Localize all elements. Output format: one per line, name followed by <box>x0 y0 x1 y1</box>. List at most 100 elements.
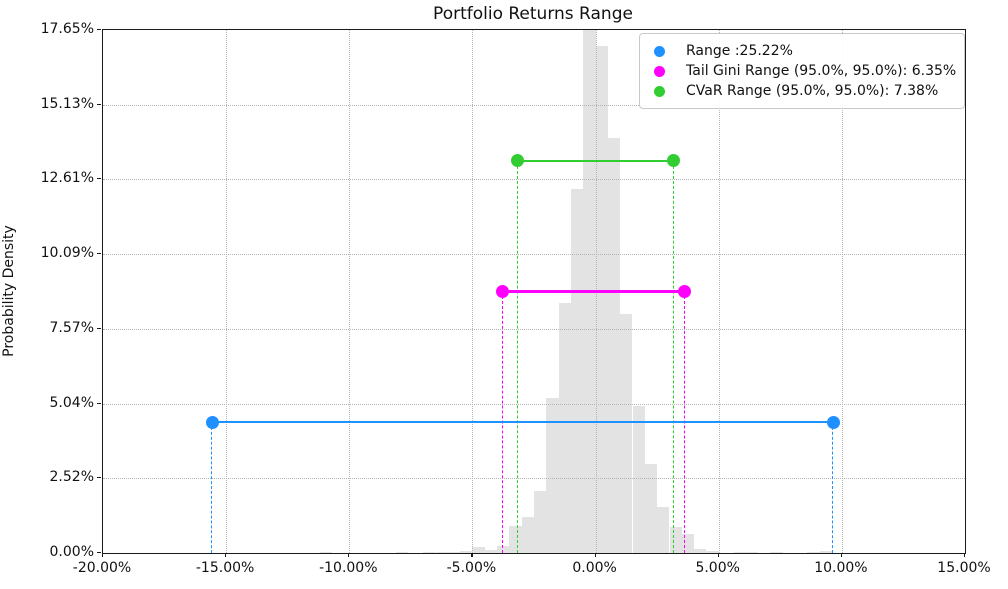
legend: Range :25.22% Tail Gini Range (95.0%, 95.… <box>639 33 965 109</box>
x-tick-label: 5.00% <box>695 560 740 576</box>
histogram-bar <box>644 464 658 553</box>
histogram-bar <box>546 398 559 553</box>
y-tick-label: 2.52% <box>49 469 94 486</box>
y-tick-mark <box>97 103 101 105</box>
cvar-range-dashed-line <box>516 160 518 553</box>
tail-gini-range-endpoint-dot <box>496 284 510 298</box>
cvar-range-endpoint-dot <box>666 154 680 168</box>
histogram-bar <box>706 550 719 553</box>
y-tick-label: 12.61% <box>40 170 94 187</box>
y-tick-mark <box>97 253 101 255</box>
y-tick-label: 10.09% <box>40 245 94 261</box>
y-tick-mark <box>97 402 101 404</box>
x-tick-label: 10.00% <box>814 560 868 576</box>
histogram-bar <box>694 548 707 553</box>
gridline-horizontal <box>103 104 965 106</box>
y-tick-label: 7.57% <box>49 319 94 336</box>
x-tick-label: 0.00% <box>572 560 617 576</box>
gridline-horizontal <box>103 478 965 480</box>
histogram-bar <box>733 551 746 553</box>
x-tick-label: 15.00% <box>937 560 991 576</box>
tail-gini-range-endpoint-dot <box>678 284 691 298</box>
histogram-bar <box>534 490 547 553</box>
gridline-vertical <box>718 30 720 553</box>
histogram-bar <box>472 547 485 553</box>
gridline-horizontal <box>103 403 965 405</box>
range-legend-dot <box>654 45 665 57</box>
range-line <box>212 421 834 424</box>
histogram-bar <box>669 526 682 553</box>
chart-title: Portfolio Returns Range <box>433 4 633 24</box>
histogram-bar <box>807 551 820 553</box>
legend-label: Range :25.22% <box>686 43 793 59</box>
gridline-vertical <box>349 30 351 553</box>
y-tick-label: 17.65% <box>40 21 94 37</box>
y-axis-label: Probability Density <box>1 225 17 357</box>
gridline-vertical <box>472 30 474 553</box>
range-endpoint-dot <box>826 415 840 429</box>
histogram-bar <box>570 188 584 553</box>
histogram-bar <box>595 46 608 553</box>
histogram-bar <box>607 138 621 553</box>
x-tick-label: -5.00% <box>446 560 497 576</box>
histogram-bar <box>819 551 832 553</box>
histogram-bar <box>435 551 448 553</box>
tail-gini-range-legend-dot <box>654 65 665 77</box>
x-tick-mark <box>840 553 843 557</box>
histogram-bar <box>770 551 783 553</box>
x-tick-mark <box>964 553 966 557</box>
histogram-bar <box>460 550 473 553</box>
gridline-horizontal <box>103 179 965 181</box>
x-tick-mark <box>594 553 596 557</box>
x-tick-mark <box>225 553 227 557</box>
range-endpoint-dot <box>205 415 219 429</box>
cvar-range-legend-dot <box>654 85 665 97</box>
gridline-vertical <box>226 30 228 553</box>
histogram-bar <box>745 551 759 553</box>
gridline-horizontal <box>103 328 965 330</box>
y-tick-mark <box>97 477 101 479</box>
histogram-bar <box>319 551 332 553</box>
histogram-bar <box>484 549 497 553</box>
gridline-vertical <box>841 30 843 553</box>
y-tick-mark <box>97 327 101 329</box>
gridline-horizontal <box>103 254 965 255</box>
histogram-bar <box>497 545 510 553</box>
histogram-bar <box>521 517 534 553</box>
y-tick-mark <box>97 29 101 31</box>
histogram-bar <box>509 526 522 553</box>
histogram-bar <box>620 314 633 553</box>
legend-item-cvar-range: CVaR Range (95.0%, 95.0%): 7.38% <box>654 81 954 101</box>
legend-label: CVaR Range (95.0%, 95.0%): 7.38% <box>686 83 939 99</box>
histogram-bar <box>447 551 461 553</box>
x-tick-label: -20.00% <box>72 560 132 576</box>
x-tick-mark <box>471 553 473 557</box>
legend-label: Tail Gini Range (95.0%, 95.0%): 6.35% <box>686 63 957 79</box>
legend-item-tail-gini-range: Tail Gini Range (95.0%, 95.0%): 6.35% <box>654 61 957 81</box>
plot-area <box>102 29 966 554</box>
range-dashed-line <box>832 422 834 553</box>
y-tick-mark <box>97 178 101 180</box>
x-tick-mark <box>348 553 350 557</box>
y-tick-mark <box>97 552 101 554</box>
x-tick-label: -10.00% <box>319 560 378 576</box>
cvar-range-endpoint-dot <box>510 154 524 168</box>
y-tick-label: 5.04% <box>49 394 94 411</box>
tail-gini-range-line <box>502 290 685 293</box>
x-tick-mark <box>717 553 719 557</box>
histogram-bar <box>657 507 670 553</box>
histogram-bar <box>558 302 571 553</box>
histogram-bar <box>681 534 695 553</box>
legend-item-range: Range :25.22% <box>654 41 954 61</box>
cvar-range-line <box>517 159 674 162</box>
histogram-bar <box>396 551 409 553</box>
x-tick-label: -15.00% <box>195 560 255 576</box>
y-tick-label: 15.13% <box>40 95 94 112</box>
y-tick-label: 0.00% <box>49 544 94 560</box>
histogram-bar <box>632 406 645 553</box>
cvar-range-dashed-line <box>672 160 674 553</box>
range-dashed-line <box>211 422 213 553</box>
histogram-bar <box>423 551 436 553</box>
x-tick-mark <box>102 553 104 557</box>
